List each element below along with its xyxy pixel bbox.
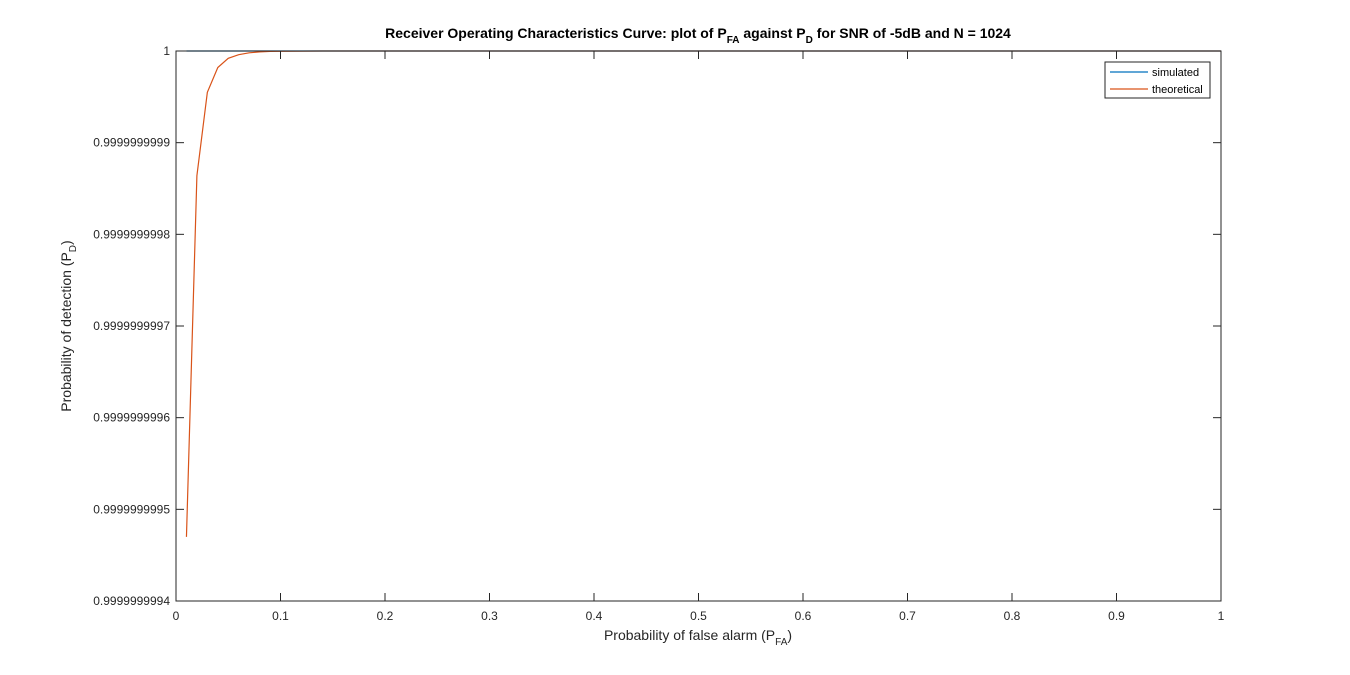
plot-area (176, 51, 1221, 601)
legend: simulated theoretical (1104, 61, 1211, 99)
x-axis-label: Probability of false alarm (PFA) (604, 627, 792, 648)
title-part-3: for SNR of -5dB and N = 1024 (813, 25, 1011, 41)
x-axis-label-close: ) (787, 627, 792, 643)
x-tick-label: 0.8 (1004, 609, 1021, 623)
y-axis-label-main: Probability of detection (P (58, 252, 74, 412)
y-axis-ticks: 0.9999999994 0.9999999995 0.9999999996 0.99… (93, 44, 1221, 608)
legend-box (1104, 61, 1211, 99)
legend-label-theoretical: theoretical (1152, 84, 1203, 96)
title-sub-fa: FA (727, 35, 740, 46)
x-tick-label: 1 (1218, 609, 1225, 623)
y-tick-label: 0.9999999994 (93, 594, 170, 608)
x-axis-label-sub: FA (775, 637, 788, 648)
title-sub-d: D (806, 35, 813, 46)
x-tick-label: 0.3 (481, 609, 498, 623)
y-tick-label: 0.9999999996 (93, 411, 170, 425)
y-tick-label: 0.9999999999 (93, 136, 170, 150)
x-tick-label: 0.1 (272, 609, 289, 623)
x-tick-label: 0.2 (377, 609, 394, 623)
y-tick-label: 0.9999999998 (93, 227, 170, 241)
y-axis-label: Probability of detection (PD) (58, 240, 79, 411)
y-axis-label-close: ) (58, 240, 74, 245)
title-part-2: against P (739, 25, 805, 41)
title-part-1: Receiver Operating Characteristics Curve… (385, 25, 727, 41)
x-axis-label-main: Probability of false alarm (P (604, 627, 775, 643)
y-axis-label-sub: D (68, 245, 79, 252)
x-tick-label: 0.5 (690, 609, 707, 623)
x-tick-label: 0.4 (586, 609, 603, 623)
x-tick-label: 0 (173, 609, 180, 623)
y-tick-label: 0.9999999997 (93, 319, 170, 333)
y-tick-label: 0.9999999995 (93, 502, 170, 516)
x-tick-label: 0.9 (1108, 609, 1125, 623)
legend-label-simulated: simulated (1152, 67, 1199, 79)
y-tick-label: 1 (163, 44, 170, 58)
x-axis-ticks: 0 0.1 0.2 0.3 0.4 0.5 0.6 0.7 0.8 0.9 1 (173, 51, 1225, 623)
x-tick-label: 0.6 (795, 609, 812, 623)
chart-title: Receiver Operating Characteristics Curve… (385, 25, 1011, 46)
x-tick-label: 0.7 (899, 609, 916, 623)
